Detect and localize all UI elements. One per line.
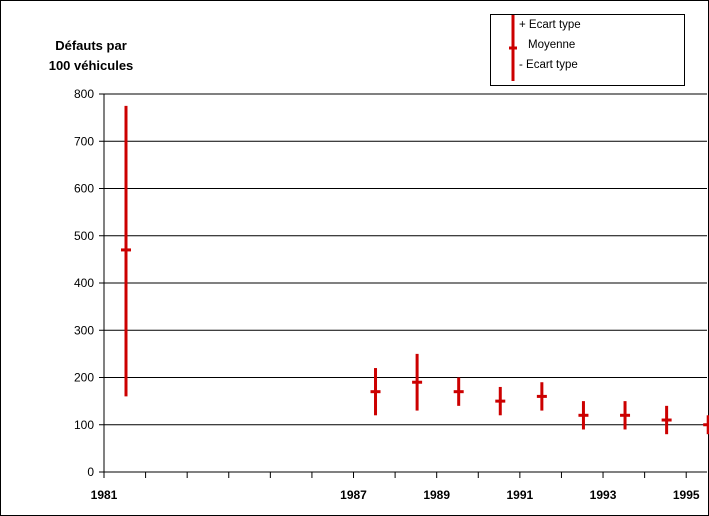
x-tick-label-1981: 1981 <box>91 488 118 502</box>
y-tick-label-400: 400 <box>74 276 94 290</box>
x-tick-label-1989: 1989 <box>423 488 450 502</box>
x-tick-label-1991: 1991 <box>507 488 534 502</box>
y-tick-label-0: 0 <box>87 465 94 479</box>
y-tick-label-500: 500 <box>74 229 94 243</box>
y-tick-label-100: 100 <box>74 418 94 432</box>
y-axis-title-line2: 100 véhicules <box>48 58 134 73</box>
y-tick-label-800: 800 <box>74 87 94 101</box>
y-tick-label-200: 200 <box>74 371 94 385</box>
y-axis-title-line1: Défauts par <box>55 38 127 53</box>
x-tick-label-1995: 1995 <box>673 488 700 502</box>
y-tick-label-600: 600 <box>74 182 94 196</box>
legend-mean: Moyenne <box>528 39 576 51</box>
legend: + Ecart type Moyenne - Ecart type <box>490 14 685 86</box>
legend-minus-std: - Ecart type <box>519 59 578 71</box>
y-tick-label-700: 700 <box>74 134 94 148</box>
x-tick-label-1987: 1987 <box>340 488 367 502</box>
x-tick-label-1993: 1993 <box>590 488 617 502</box>
legend-plus-std: + Ecart type <box>519 19 581 31</box>
y-tick-label-300: 300 <box>74 323 94 337</box>
legend-symbol <box>509 15 517 81</box>
